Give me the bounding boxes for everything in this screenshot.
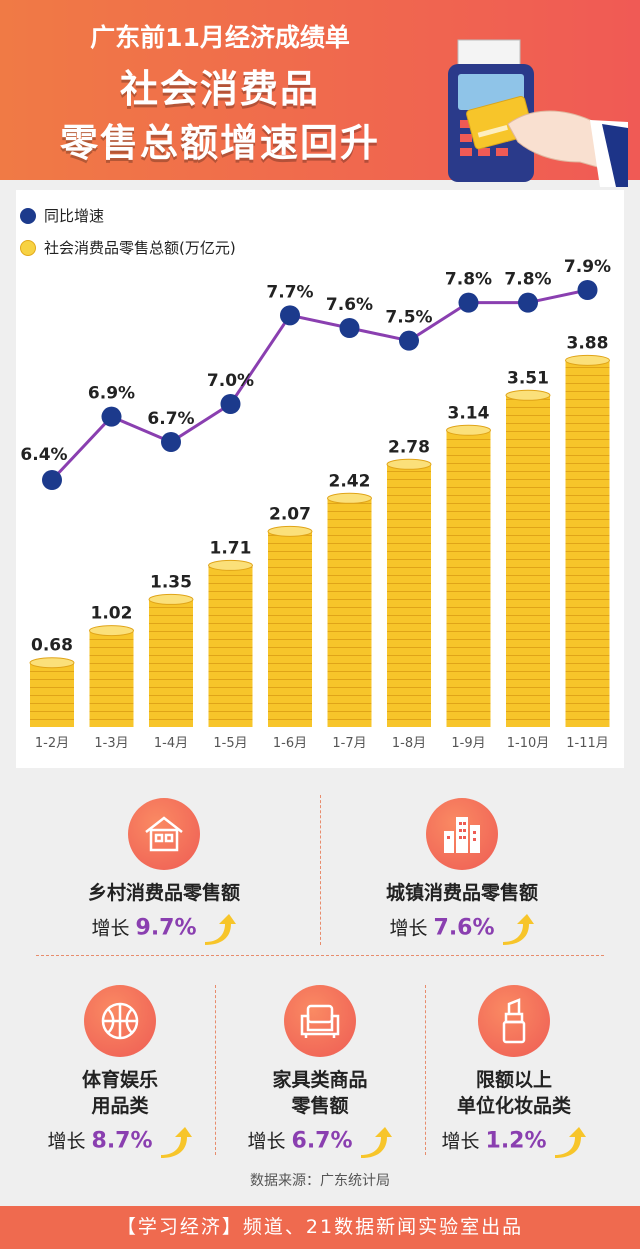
growth-point bbox=[42, 470, 62, 490]
header-subtitle: 广东前11月经济成绩单 bbox=[90, 23, 350, 52]
bar-1-5月 bbox=[208, 559, 253, 727]
category-name: 城镇消费品零售额 bbox=[385, 882, 538, 904]
x-tick-label: 1-3月 bbox=[94, 736, 128, 751]
growth-value: 9.7% bbox=[135, 915, 197, 941]
bar-value-label: 1.02 bbox=[91, 604, 133, 624]
arrow-up-icon bbox=[160, 1127, 192, 1158]
bar-value-label: 1.71 bbox=[210, 538, 252, 558]
growth-label: 7.7% bbox=[266, 282, 313, 302]
growth-point bbox=[518, 292, 538, 313]
category-name: 体育娱乐 用品类 bbox=[81, 1069, 158, 1117]
growth-point bbox=[458, 292, 479, 313]
x-tick-label: 1-6月 bbox=[273, 736, 307, 751]
growth-point bbox=[161, 432, 181, 452]
growth-point bbox=[339, 318, 360, 338]
growth-label: 6.9% bbox=[88, 384, 135, 404]
divider-vertical-top bbox=[320, 795, 321, 945]
x-tick-label: 1-8月 bbox=[392, 736, 426, 751]
growth-value: 6.7% bbox=[291, 1128, 353, 1154]
growth-label: 7.6% bbox=[326, 295, 373, 315]
growth-point bbox=[399, 330, 419, 351]
category-growth: 增长 7.6% bbox=[318, 912, 606, 946]
bar-1-2月 bbox=[29, 657, 75, 727]
category-growth: 增长 8.7% bbox=[0, 1125, 264, 1159]
bar-1-3月 bbox=[89, 625, 134, 727]
category-name: 家具类商品 零售额 bbox=[272, 1069, 368, 1117]
bar-value-label: 2.07 bbox=[269, 504, 311, 524]
divider-vertical-bottom-left bbox=[215, 985, 216, 1155]
sofa-icon bbox=[284, 985, 356, 1057]
bar-value-label: 3.51 bbox=[507, 368, 549, 388]
growth-line bbox=[50, 288, 588, 482]
bar-1-8月 bbox=[386, 458, 432, 727]
header-title-line1: 社会消费品 bbox=[119, 67, 320, 111]
growth-value: 8.7% bbox=[91, 1128, 153, 1154]
bar-1-6月 bbox=[267, 525, 313, 727]
city-buildings-icon bbox=[426, 798, 498, 870]
category-growth: 增长 6.7% bbox=[176, 1125, 464, 1159]
growth-label: 6.4% bbox=[20, 445, 67, 465]
legend-growth-label: 同比增速 bbox=[44, 207, 105, 225]
growth-value: 7.6% bbox=[433, 915, 495, 941]
bar-value-label: 0.68 bbox=[31, 636, 73, 656]
growth-label: 6.7% bbox=[147, 409, 194, 429]
growth-point bbox=[577, 280, 598, 300]
bar-1-10月 bbox=[505, 389, 551, 727]
bar-value-label: 1.35 bbox=[150, 572, 192, 592]
x-tick-label: 1-9月 bbox=[451, 736, 485, 751]
footer-credit: 【学习经济】频道、21数据新闻实验室出品 bbox=[0, 1206, 640, 1249]
legend-total: 社会消费品零售总额(万亿元) bbox=[20, 237, 236, 258]
category-growth: 增长 1.2% bbox=[370, 1125, 640, 1159]
legend-total-label: 社会消费品零售总额(万亿元) bbox=[44, 239, 236, 257]
lipstick-icon bbox=[478, 985, 550, 1057]
bar-1-11月 bbox=[565, 354, 610, 727]
bar-value-label: 3.14 bbox=[448, 403, 490, 423]
growth-point bbox=[280, 305, 300, 326]
category-sports: 体育娱乐 用品类 增长 8.7% bbox=[0, 985, 264, 1159]
pos-terminal-icon bbox=[448, 39, 628, 187]
x-tick-label: 1-7月 bbox=[332, 736, 366, 751]
combo-chart: 0.68 1-2月 1.02 1-3月 1.35 1-4月 1.71 1-5月 2.07 1-6月… bbox=[20, 257, 611, 751]
growth-point bbox=[101, 406, 122, 427]
house-icon bbox=[128, 798, 200, 870]
bar-1-7月 bbox=[327, 492, 372, 727]
category-name: 乡村消费品零售额 bbox=[87, 882, 240, 904]
bar-1-4月 bbox=[148, 593, 194, 727]
legend-total-swatch bbox=[20, 240, 36, 256]
growth-label: 7.9% bbox=[564, 257, 611, 277]
divider-vertical-bottom-right bbox=[425, 985, 426, 1155]
category-furniture: 家具类商品 零售额 增长 6.7% bbox=[176, 985, 464, 1159]
bar-value-label: 2.42 bbox=[329, 471, 371, 491]
header-title-line2: 零售总额增速回升 bbox=[59, 121, 380, 165]
growth-label: 7.5% bbox=[385, 308, 432, 328]
x-tick-label: 1-11月 bbox=[566, 736, 609, 751]
divider-horizontal bbox=[36, 955, 604, 956]
arrow-up-icon bbox=[554, 1127, 586, 1158]
category-growth: 增长 9.7% bbox=[20, 912, 308, 946]
category-name: 限额以上 单位化妆品类 bbox=[456, 1069, 571, 1117]
basketball-icon bbox=[84, 985, 156, 1057]
arrow-up-icon bbox=[204, 914, 236, 945]
legend-growth: 同比增速 bbox=[20, 205, 104, 226]
x-tick-label: 1-10月 bbox=[507, 736, 550, 751]
data-source: 数据来源：广东统计局 bbox=[250, 1173, 390, 1189]
header-banner: 广东前11月经济成绩单 社会消费品 零售总额增速回升 bbox=[0, 0, 640, 187]
category-urban: 城镇消费品零售额 增长 7.6% bbox=[318, 798, 606, 946]
growth-point bbox=[220, 394, 241, 414]
bar-value-label: 3.88 bbox=[567, 333, 609, 353]
growth-value: 1.2% bbox=[485, 1128, 547, 1154]
legend-growth-swatch bbox=[20, 208, 36, 224]
category-rural: 乡村消费品零售额 增长 9.7% bbox=[20, 798, 308, 946]
x-tick-label: 1-5月 bbox=[213, 736, 247, 751]
bar-value-label: 2.78 bbox=[388, 437, 430, 457]
arrow-up-icon bbox=[502, 914, 534, 945]
x-tick-label: 1-4月 bbox=[154, 736, 188, 751]
growth-label: 7.8% bbox=[445, 270, 492, 290]
category-cosmetics: 限额以上 单位化妆品类 增长 1.2% bbox=[370, 985, 640, 1159]
arrow-up-icon bbox=[360, 1127, 392, 1158]
bar-1-9月 bbox=[446, 424, 491, 727]
growth-label: 7.8% bbox=[504, 270, 551, 290]
x-tick-label: 1-2月 bbox=[35, 736, 69, 751]
growth-label: 7.0% bbox=[207, 371, 254, 391]
